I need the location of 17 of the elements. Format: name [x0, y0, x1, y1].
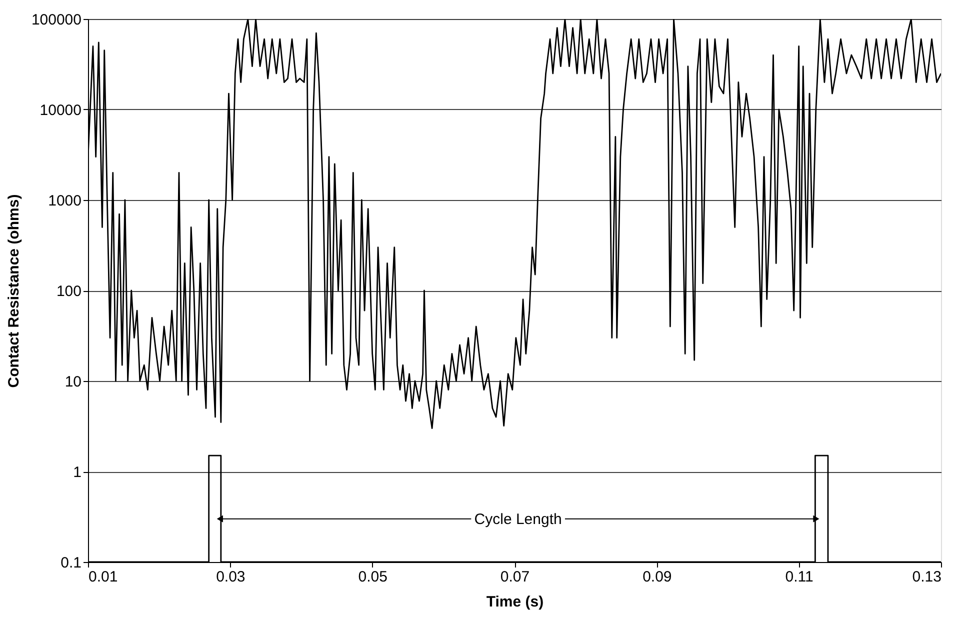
y-tick-label: 1000: [48, 192, 82, 210]
annotation: Cycle Length: [474, 510, 562, 528]
y-tick-label: 100000: [31, 12, 82, 28]
x-tick-label: 0.05: [358, 568, 388, 586]
x-tick-label: 0.09: [642, 568, 672, 586]
x-tick-label: 0.03: [216, 568, 246, 586]
y-axis-title: Contact Resistance (ohms): [5, 194, 22, 388]
y-tick-label: 1: [73, 464, 82, 481]
x-axis-title: Time (s): [486, 594, 544, 610]
y-tick-label: 0.1: [60, 554, 82, 572]
x-tick-label: 0.13: [912, 568, 942, 586]
x-tick-label: 0.07: [500, 568, 530, 586]
x-tick-label: 0.01: [88, 568, 118, 586]
y-tick-label: 10: [64, 374, 82, 390]
y-tick-label: 100: [56, 283, 82, 300]
x-tick-label: 0.11: [785, 568, 814, 586]
y-tick-label: 10000: [40, 102, 82, 119]
